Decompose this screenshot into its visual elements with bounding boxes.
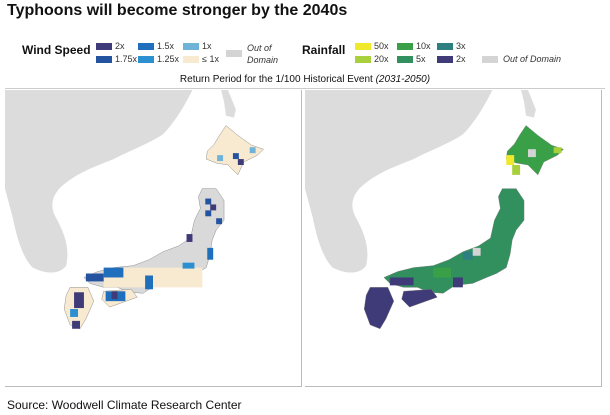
sakhalin [521,90,536,118]
label: 50x [374,41,389,51]
divider [5,88,605,89]
subtitle-period: (2031-2050) [375,74,431,85]
label: 10x [416,41,431,51]
shikoku [401,288,438,308]
chart-title: Typhoons will become stronger by the 204… [7,2,348,19]
label: 1.5x [157,41,175,51]
swatch-1.25x [138,56,154,63]
wind-legend-title: Wind Speed [22,43,91,57]
swatch-out-of-domain [226,50,242,57]
wind-cells [70,147,256,329]
label: 3x [456,41,466,51]
label: 1x [202,41,212,51]
label: 5x [416,54,426,64]
swatch-2x [96,43,112,50]
rainfall-map [305,90,602,387]
sakhalin [221,90,236,118]
label: Out of Domain [503,54,562,64]
swatch-1.75x [96,56,112,63]
swatch-1.5x [138,43,154,50]
swatch-out-of-domain [482,56,498,63]
swatch-le1x [183,56,199,63]
wind-speed-map [5,90,302,387]
map-subtitle: Return Period for the 1/100 Historical E… [0,74,610,85]
rain-cells [389,147,562,288]
swatch-2x [437,56,453,63]
swatch-20x [355,56,371,63]
mainland-asia [5,90,193,273]
mainland-asia [305,90,493,273]
label: ≤ 1x [202,54,219,64]
label: 1.75x [115,54,138,64]
rain-legend: Rainfall 50x 20x 10x 5x 3x 2x Out of Dom… [0,38,610,68]
wind-legend: Wind Speed 2x 1.75x 1.5x 1.25x 1x ≤ 1x O… [0,38,300,68]
label: 2x [456,54,466,64]
label: 20x [374,54,389,64]
label: Out of Domain [247,43,279,65]
swatch-5x [397,56,413,63]
swatch-1x [183,43,199,50]
label: 1.25x [157,54,180,64]
rain-legend-title: Rainfall [302,43,346,57]
swatch-50x [355,43,371,50]
swatch-3x [437,43,453,50]
label: 2x [115,41,125,51]
source-note: Source: Woodwell Climate Research Center [7,398,242,412]
swatch-10x [397,43,413,50]
subtitle-main: Return Period for the 1/100 Historical E… [179,74,376,85]
kyushu [363,286,395,330]
